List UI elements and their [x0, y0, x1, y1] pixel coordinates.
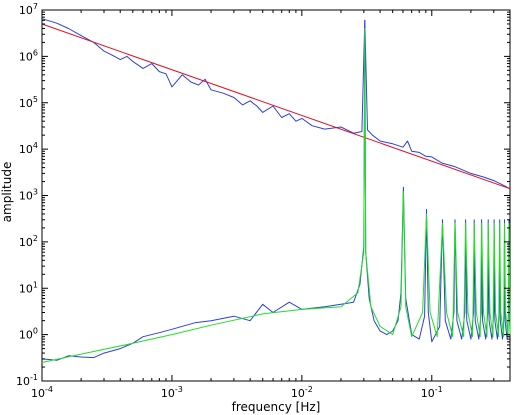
tick-base: 10	[31, 387, 45, 400]
x-tick-label: 10-2	[291, 385, 313, 400]
tick-base: 10	[19, 143, 33, 156]
tick-exponent: 1	[33, 280, 38, 289]
tick-base: 10	[421, 387, 435, 400]
tick-base: 10	[19, 236, 33, 249]
series-line-2	[41, 23, 511, 190]
tick-exponent: 4	[33, 141, 38, 150]
y-tick-label: 100	[19, 327, 38, 342]
x-tick-label: 10-4	[31, 385, 53, 400]
tick-base: 10	[19, 190, 33, 203]
x-tick-label: 10-1	[421, 385, 443, 400]
y-tick-label: 105	[19, 95, 38, 110]
tick-base: 10	[19, 329, 33, 342]
ticks-layer: 10-4 10-3 10-2 10-110-110010110210310410510…	[16, 2, 511, 400]
tick-exponent: -1	[30, 373, 38, 382]
series-line-3	[41, 19, 511, 361]
tick-exponent: -4	[45, 385, 53, 394]
tick-exponent: 0	[33, 327, 38, 336]
tick-base: 10	[19, 97, 33, 110]
series-line-4	[41, 28, 511, 363]
y-tick-label: 10-1	[16, 373, 38, 388]
tick-base: 10	[19, 50, 33, 63]
y-tick-label: 102	[19, 234, 38, 249]
tick-exponent: -3	[175, 385, 183, 394]
series-line-1	[41, 18, 511, 190]
tick-exponent: 3	[33, 188, 38, 197]
tick-base: 10	[16, 375, 30, 388]
y-tick-label: 103	[19, 188, 38, 203]
y-tick-label: 106	[19, 48, 38, 63]
tick-exponent: 6	[33, 48, 38, 57]
y-tick-label: 101	[19, 280, 38, 295]
tick-base: 10	[161, 387, 175, 400]
tick-exponent: 7	[33, 2, 38, 11]
tick-base: 10	[19, 4, 33, 17]
y-axis-title: amplitude	[0, 162, 14, 223]
tick-base: 10	[19, 282, 33, 295]
tick-exponent: 2	[33, 234, 38, 243]
x-tick-label: 10-3	[161, 385, 183, 400]
tick-base: 10	[291, 387, 305, 400]
y-tick-label: 104	[19, 141, 38, 156]
tick-exponent: -2	[305, 385, 313, 394]
tick-exponent: -1	[435, 385, 443, 394]
series-layer	[41, 18, 511, 363]
x-axis-title: frequency [Hz]	[232, 400, 321, 414]
y-tick-label: 107	[19, 2, 38, 17]
tick-exponent: 5	[33, 95, 38, 104]
